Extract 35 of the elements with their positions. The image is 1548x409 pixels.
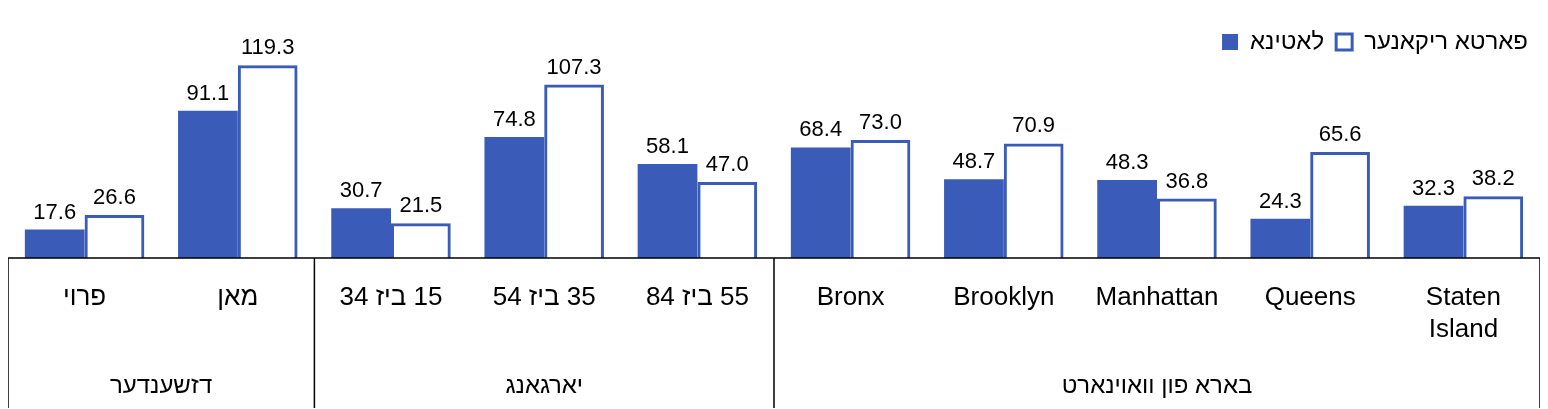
data-label: 91.1 [186,79,230,105]
data-label: 17.6 [33,198,77,224]
x-tick-label: פרוי [62,281,107,312]
data-label: 119.3 [240,34,295,60]
x-tick-label: Staten Island [1425,281,1501,344]
data-label: 68.4 [799,116,843,142]
data-label: 21.5 [399,192,443,218]
legend-label: פארטא ריקאנער [1364,26,1529,54]
x-tick-label: Bronx [816,281,885,312]
data-label: 73.0 [859,109,902,135]
data-label: 24.3 [1258,187,1302,213]
data-label: 38.2 [1471,165,1515,191]
x-tick-label: 35 ביז 54 [492,281,596,312]
data-label: 58.1 [646,133,689,159]
data-label: 47.0 [705,151,749,177]
data-label: 48.7 [952,148,996,174]
x-tick-label: מאן [217,281,259,312]
text: בארא פון וואוינארט [1061,370,1253,398]
text: דזשענדער [109,370,213,398]
data-label: 48.3 [1105,148,1149,174]
data-label: 36.8 [1165,167,1209,193]
data-label: 26.6 [93,184,136,210]
data-label: 30.7 [339,177,383,203]
x-tick-label: 15 ביז 34 [339,281,443,312]
x-tick-label: Brooklyn [953,281,1055,312]
data-label: 74.8 [492,106,536,132]
legend-label: לאטינא [1250,26,1325,54]
data-label: 32.3 [1412,174,1455,200]
x-tick-label: Manhattan [1095,281,1219,312]
x-tick-label: 55 ביז 84 [645,281,749,312]
x-tick-label: Queens [1264,281,1356,312]
text: יארגאנג [505,370,584,398]
data-label: 65.6 [1318,121,1362,147]
data-label: 70.9 [1012,112,1056,138]
data-label: 107.3 [546,53,602,79]
